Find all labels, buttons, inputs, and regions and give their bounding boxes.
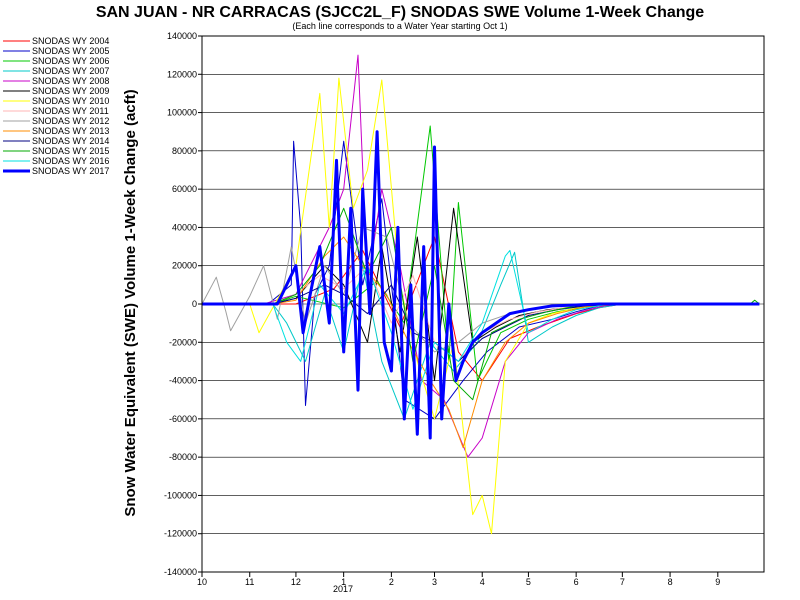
legend-label: SNODAS WY 2015 <box>32 146 109 156</box>
x-tick-label: 3 <box>432 577 437 587</box>
legend-label: SNODAS WY 2010 <box>32 96 109 106</box>
x-tick-label: 4 <box>480 577 485 587</box>
y-tick-label: 120000 <box>167 69 197 79</box>
x-tick-label: 11 <box>245 577 254 587</box>
x-tick-label: 7 <box>620 577 625 587</box>
legend-label: SNODAS WY 2017 <box>32 166 109 176</box>
legend-label: SNODAS WY 2006 <box>32 56 109 66</box>
y-tick-label: 80000 <box>172 146 197 156</box>
y-tick-label: -20000 <box>169 337 197 347</box>
y-tick-label: -120000 <box>164 529 197 539</box>
y-tick-label: 40000 <box>172 222 197 232</box>
y-tick-label: -80000 <box>169 452 197 462</box>
y-axis-label: Snow Water Equivalent (SWE) Volume 1-Wee… <box>122 89 139 516</box>
x-tick-label: 10 <box>197 577 207 587</box>
y-tick-label: -140000 <box>164 567 197 577</box>
series-line-7 <box>202 265 623 362</box>
x-tick-label: 8 <box>668 577 673 587</box>
y-tick-label: 0 <box>192 299 197 309</box>
y-axis: 140000 120000 100000 80000 60000 40000 20000 0 -… <box>164 31 202 577</box>
y-tick-label: -60000 <box>169 414 197 424</box>
x-tick-label: 12 <box>291 577 301 587</box>
x-tick-label: 2 <box>389 577 394 587</box>
x-tick-label: 6 <box>574 577 579 587</box>
legend-label: SNODAS WY 2009 <box>32 86 109 96</box>
legend-label: SNODAS WY 2014 <box>32 136 109 146</box>
chart-title: SAN JUAN - NR CARRACAS (SJCC2L_F) SNODAS… <box>96 4 704 21</box>
legend-label: SNODAS WY 2008 <box>32 76 109 86</box>
y-tick-label: -40000 <box>169 376 197 386</box>
legend-label: SNODAS WY 2005 <box>32 46 109 56</box>
x-tick-label: 1 <box>341 577 346 587</box>
legend-label: SNODAS WY 2013 <box>32 126 109 136</box>
series-line-13 <box>202 130 760 440</box>
legend-label: SNODAS WY 2004 <box>32 36 109 46</box>
y-tick-label: 20000 <box>172 261 197 271</box>
legend-label: SNODAS WY 2012 <box>32 116 109 126</box>
legend-label: SNODAS WY 2007 <box>32 66 109 76</box>
legend-label: SNODAS WY 2011 <box>32 106 109 116</box>
x-axis: 10 11 12 1 2 3 4 5 6 7 8 9 <box>197 572 720 587</box>
x-tick-label: 9 <box>715 577 720 587</box>
y-tick-label: 60000 <box>172 184 197 194</box>
series-line-6 <box>202 77 623 535</box>
y-tick-label: -100000 <box>164 490 197 500</box>
y-tick-label: 100000 <box>167 108 197 118</box>
series-group <box>201 54 760 535</box>
x-tick-label: 5 <box>526 577 531 587</box>
chart-subtitle: (Each line corresponds to a Water Year s… <box>292 21 507 31</box>
legend-label: SNODAS WY 2016 <box>32 156 109 166</box>
x-year-label: 2017 <box>333 584 353 594</box>
y-tick-label: 140000 <box>167 31 197 41</box>
